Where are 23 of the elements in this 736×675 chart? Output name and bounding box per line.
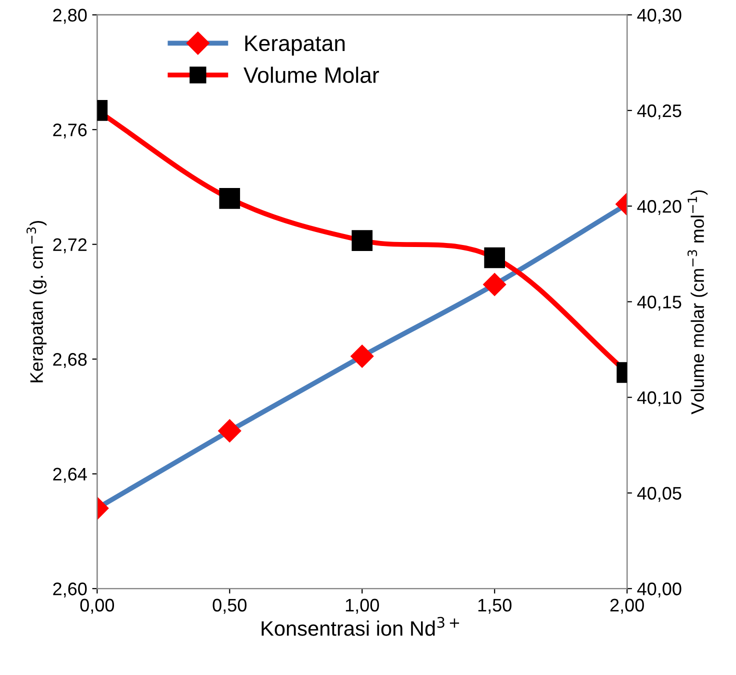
y-tick-label: 2,64 <box>53 468 87 483</box>
x-tick-label: 0,00 <box>80 598 114 614</box>
y2-tick-label: 40,10 <box>637 391 682 406</box>
y2-tick-label: 40,30 <box>637 8 682 24</box>
legend-label: Kerapatan <box>245 36 345 56</box>
y-tick-label: 2,60 <box>53 582 87 598</box>
y-tick-label: 2,68 <box>53 353 87 368</box>
x-tick-label: 1,50 <box>478 598 512 614</box>
y2-axis-title: Volume molar (cm$^{−3}$ mol$^{−1}$) <box>688 190 708 414</box>
legend-label: Volume Molar <box>244 66 379 83</box>
y2-tick-label: 40,25 <box>637 104 682 120</box>
x-tick-label: 2,00 <box>610 598 644 614</box>
x-tick-label: 1,00 <box>346 598 379 614</box>
y-tick-label: 2,72 <box>53 238 87 254</box>
y-tick-label: 2,80 <box>53 8 87 24</box>
y-axis-title: Kerapatan (g. cm$^{−3}$) <box>26 221 47 382</box>
y2-tick-label: 40,00 <box>637 582 682 598</box>
x-axis-title: Konsentrasi ion Nd$^{3+}$ <box>262 616 460 636</box>
x-tick-label: 0,50 <box>212 598 246 614</box>
y2-tick-label: 40,20 <box>637 200 682 215</box>
y2-tick-label: 40,15 <box>637 296 682 311</box>
y-tick-label: 2,76 <box>53 124 87 138</box>
y2-tick-label: 40,05 <box>637 486 682 502</box>
